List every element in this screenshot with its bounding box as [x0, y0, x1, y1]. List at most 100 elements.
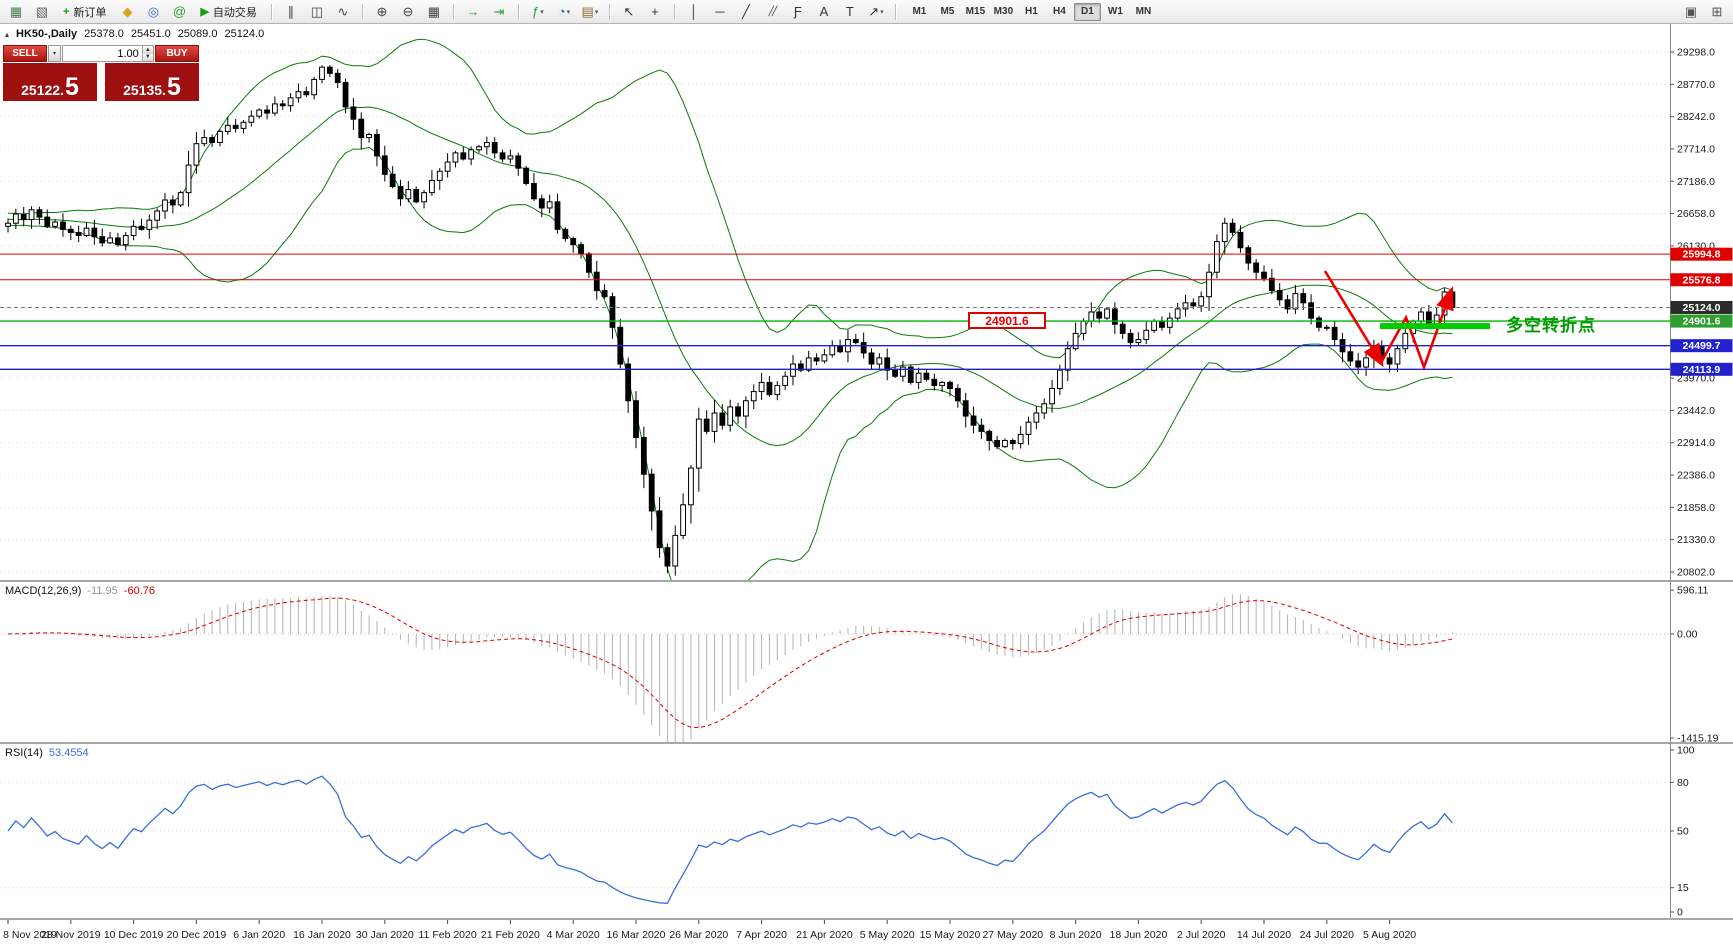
- buy-price-big: 5: [166, 72, 181, 101]
- sell-price: 25122. 5: [3, 63, 97, 101]
- svg-text:21 Apr 2020: 21 Apr 2020: [796, 929, 853, 941]
- macd-axis[interactable]: 596.11 0.00 -1415.19: [1670, 585, 1719, 745]
- svg-text:2 Jul 2020: 2 Jul 2020: [1177, 929, 1226, 941]
- toolbar-separator: [608, 3, 610, 20]
- profiles-icon[interactable]: ▧: [35, 3, 49, 19]
- price-axis[interactable]: 29298.0 28770.0 28242.0 27714.0 27186.0 26658…: [1670, 47, 1715, 579]
- rsi-axis[interactable]: 100 80 50 15 0: [1670, 745, 1695, 919]
- svg-text:21330.0: 21330.0: [1677, 534, 1715, 546]
- bar-chart-mode-icon[interactable]: ∥: [287, 3, 295, 19]
- crosshair-icon[interactable]: +: [651, 4, 659, 19]
- autotrading-button[interactable]: ▶ 自动交易: [200, 6, 257, 19]
- toolbar-separator: [361, 3, 363, 20]
- macd-value: -11.95: [87, 585, 118, 597]
- arrows-icon[interactable]: ↗ ▾: [868, 3, 884, 19]
- macd-panel: [0, 594, 1670, 742]
- svg-text:8 Nov 2019: 8 Nov 2019: [3, 929, 57, 941]
- toolbar-separator: [452, 3, 454, 20]
- svg-text:18 Jun 2020: 18 Jun 2020: [1109, 929, 1167, 941]
- print-preview-icon[interactable]: ⊞: [1711, 3, 1723, 19]
- terminal-icon[interactable]: ◎: [147, 3, 160, 19]
- indicators-icon[interactable]: ƒ ▾: [532, 4, 544, 19]
- toolbar-separator: [894, 3, 896, 20]
- timeframe-H4[interactable]: H4: [1053, 6, 1066, 17]
- svg-text:20 Dec 2019: 20 Dec 2019: [167, 929, 227, 941]
- bollinger-bands: [7, 38, 1453, 580]
- fibonacci-icon[interactable]: Ƒ: [793, 4, 802, 19]
- chart-shift-icon[interactable]: ⇥: [493, 3, 505, 19]
- rsi-header: RSI(14) 53.4554: [5, 747, 89, 759]
- volume-down-button[interactable]: ▼: [141, 53, 153, 61]
- support-level-label[interactable]: 24901.6: [968, 312, 1046, 329]
- svg-text:0: 0: [1677, 907, 1683, 919]
- svg-text:10 Dec 2019: 10 Dec 2019: [104, 929, 164, 941]
- svg-text:15 May 2020: 15 May 2020: [920, 929, 981, 941]
- svg-text:27186.0: 27186.0: [1677, 176, 1715, 188]
- horizontal-line-icon[interactable]: ─: [715, 4, 725, 19]
- print-icon[interactable]: ▣: [1684, 3, 1698, 19]
- volume-dropdown[interactable]: ▾: [48, 45, 61, 62]
- new-order-button[interactable]: + 新订单: [63, 5, 107, 19]
- volume-input[interactable]: [63, 46, 142, 61]
- trendline-icon[interactable]: ╱: [741, 3, 750, 19]
- svg-text:8 Jun 2020: 8 Jun 2020: [1050, 929, 1102, 941]
- timeframe-M5[interactable]: M5: [940, 6, 955, 17]
- community-icon[interactable]: @: [172, 4, 187, 19]
- vertical-line-icon[interactable]: │: [689, 4, 698, 19]
- chart-canvas[interactable]: 29298.0 28770.0 28242.0 27714.0 27186.0 26658…: [0, 24, 1733, 947]
- svg-text:21 Feb 2020: 21 Feb 2020: [481, 929, 540, 941]
- auto-scroll-icon[interactable]: →: [466, 4, 480, 19]
- support-zone-bar[interactable]: [1380, 323, 1490, 330]
- zoom-out-icon[interactable]: ⊖: [402, 3, 414, 19]
- one-click-trading-panel: SELL ▾ ▲ ▼ BUY 25122.5 25135.5: [3, 45, 199, 101]
- timeframe-M15[interactable]: M15: [965, 6, 986, 17]
- new-chart-icon[interactable]: ▦: [9, 3, 23, 19]
- svg-text:0.00: 0.00: [1677, 629, 1698, 641]
- svg-text:24901.6: 24901.6: [1683, 316, 1721, 328]
- svg-text:20802.0: 20802.0: [1677, 567, 1715, 579]
- candlestick-mode-icon[interactable]: ◫: [310, 3, 324, 19]
- timeframe-M30[interactable]: M30: [993, 6, 1014, 17]
- buy-price: 25135. 5: [105, 63, 199, 101]
- svg-text:23442.0: 23442.0: [1677, 405, 1715, 417]
- sell-price-big: 5: [64, 72, 79, 101]
- buy-button[interactable]: BUY: [155, 45, 199, 62]
- text-icon[interactable]: A: [819, 4, 829, 19]
- symbol-period-label: HK50-,Daily: [16, 28, 78, 40]
- metaeditor-icon[interactable]: ◆: [122, 3, 133, 19]
- collapse-panel-icon[interactable]: ▴: [5, 29, 10, 39]
- svg-text:-1415.19: -1415.19: [1677, 733, 1719, 745]
- svg-text:6 Jan 2020: 6 Jan 2020: [233, 929, 285, 941]
- sell-price-main: 25122.: [21, 82, 64, 98]
- channel-icon[interactable]: ╱╱: [768, 6, 777, 16]
- periods-icon[interactable]: ◔ ▾: [557, 4, 571, 19]
- buy-price-main: 25135.: [123, 82, 166, 98]
- svg-text:5 May 2020: 5 May 2020: [860, 929, 915, 941]
- sell-button[interactable]: SELL: [3, 45, 47, 62]
- svg-text:21858.0: 21858.0: [1677, 502, 1715, 514]
- volume-up-button[interactable]: ▲: [141, 46, 153, 54]
- ohlc-low: 25089.0: [177, 28, 218, 40]
- zoom-in-icon[interactable]: ⊕: [376, 3, 388, 19]
- templates-icon[interactable]: ▤ ▾: [581, 3, 599, 19]
- toolbar-separator: [270, 3, 272, 20]
- svg-text:26 Mar 2020: 26 Mar 2020: [669, 929, 728, 941]
- timeframe-H1[interactable]: H1: [1025, 6, 1038, 17]
- svg-text:22386.0: 22386.0: [1677, 470, 1715, 482]
- cursor-icon[interactable]: ↖: [623, 3, 635, 19]
- label-icon[interactable]: T: [845, 4, 854, 19]
- turning-point-note[interactable]: 多空转折点: [1506, 316, 1596, 335]
- timeframe-M1[interactable]: M1: [912, 6, 927, 17]
- ohlc-close: 25124.0: [224, 28, 265, 40]
- svg-text:16 Jan 2020: 16 Jan 2020: [293, 929, 351, 941]
- trend-annotation[interactable]: [1323, 270, 1490, 371]
- line-chart-mode-icon[interactable]: ∿: [337, 3, 349, 19]
- timeframe-W1[interactable]: W1: [1107, 6, 1123, 17]
- svg-text:50: 50: [1677, 826, 1689, 838]
- svg-text:30 Jan 2020: 30 Jan 2020: [356, 929, 414, 941]
- svg-text:14 Jul 2020: 14 Jul 2020: [1237, 929, 1291, 941]
- tile-windows-icon[interactable]: ▦: [427, 3, 441, 19]
- timeframe-D1[interactable]: D1: [1073, 2, 1101, 21]
- timeframe-MN[interactable]: MN: [1135, 6, 1152, 17]
